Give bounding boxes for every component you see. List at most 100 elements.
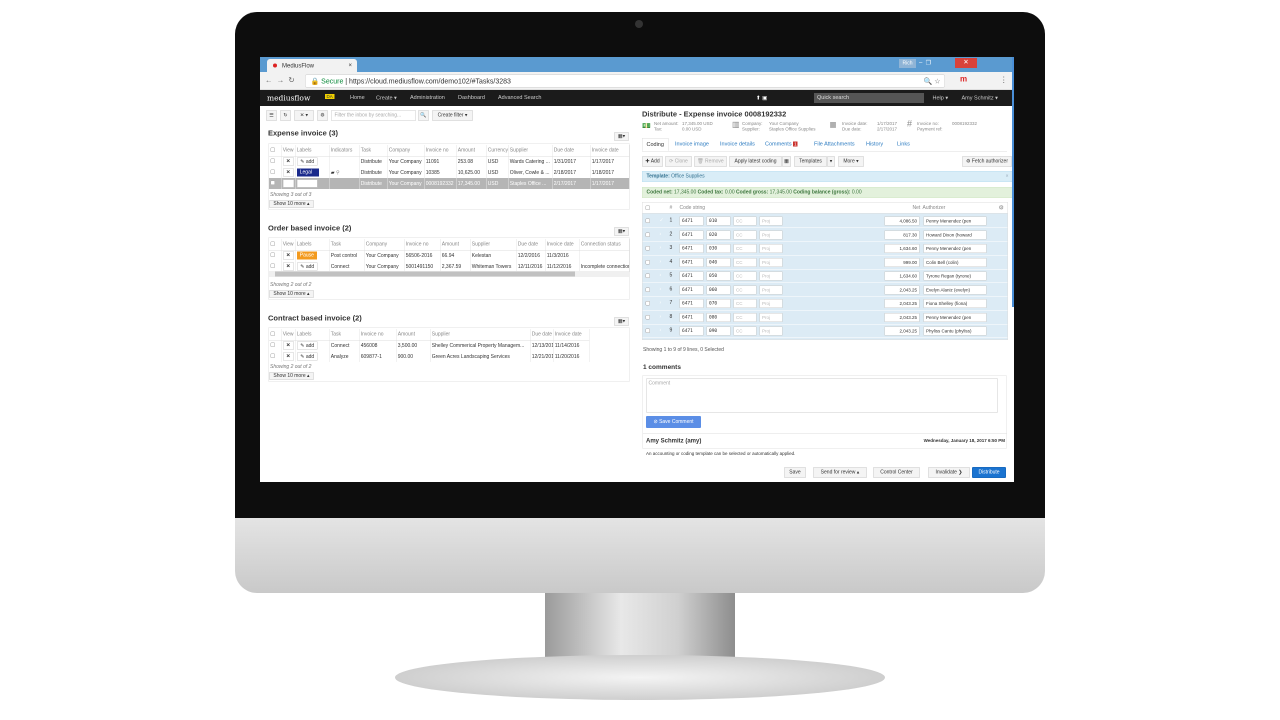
more-button[interactable]: More ▾ — [838, 156, 864, 167]
nav-create[interactable]: Create ▾ — [376, 95, 397, 101]
control-center-button[interactable]: Control Center — [873, 467, 920, 478]
table-row[interactable]: ✕ ✎ add Connect 456008 3,500.00 Shelley Comme… — [269, 340, 590, 351]
line-checkbox[interactable] — [645, 314, 650, 320]
line-checkbox[interactable] — [645, 287, 650, 292]
column-header[interactable]: Company — [364, 239, 405, 251]
nav-home[interactable]: Home — [350, 94, 365, 101]
label-pause[interactable]: Pause — [296, 251, 317, 260]
column-header[interactable]: Amount — [396, 329, 431, 341]
account-input[interactable]: 6471 — [679, 326, 704, 336]
line-checkbox[interactable] — [645, 232, 650, 237]
cc-input[interactable]: CC — [733, 285, 757, 295]
coding-line[interactable]: › 6 6471 060 CC Proj 2,043.25 Evelyn Ala… — [642, 283, 1008, 297]
back-forward-reload-icons[interactable]: ← → ↻ — [265, 76, 295, 85]
add-label-button[interactable]: ✎ add — [296, 179, 318, 188]
column-header[interactable]: Invoice date — [553, 329, 590, 341]
table-row[interactable]: ✕ ✎ add Distribute Your Company 11091 253.08 U… — [269, 156, 630, 167]
quick-search-input[interactable]: Quick search — [814, 93, 924, 103]
line-checkbox[interactable] — [645, 328, 650, 333]
row-checkbox[interactable] — [270, 353, 275, 358]
horizontal-scrollbar[interactable] — [269, 271, 629, 277]
column-header[interactable]: Amount — [440, 239, 471, 251]
expand-icon[interactable]: › — [659, 258, 662, 265]
tab-links[interactable]: Links — [897, 141, 910, 147]
column-header[interactable]: Company — [387, 145, 425, 157]
view-icon[interactable]: ✕ — [282, 179, 294, 188]
net-input[interactable]: 4,086.50 — [884, 216, 920, 226]
column-header[interactable]: Due date — [516, 239, 546, 251]
column-header[interactable]: Supplier — [508, 145, 553, 157]
proj-input[interactable]: Proj — [759, 312, 783, 322]
net-input[interactable]: 1,634.60 — [884, 271, 920, 281]
subaccount-input[interactable]: 090 — [706, 326, 731, 336]
authorizer-input[interactable]: Tyrone Regan (tyrone) — [923, 271, 987, 281]
tab-invoice-image[interactable]: Invoice image — [675, 141, 709, 147]
coding-line[interactable]: › 7 6471 070 CC Proj 2,043.25 Fiona Shel… — [642, 297, 1008, 311]
expand-icon[interactable]: › — [659, 300, 662, 306]
templates-button[interactable]: Templates — [794, 156, 827, 167]
fetch-authorizer-button[interactable]: ⚙ Fetch authorizer — [962, 156, 1012, 167]
net-input[interactable]: 2,043.25 — [884, 285, 920, 295]
authorizer-input[interactable]: Howard Dixon (howard — [923, 230, 987, 240]
net-input[interactable]: 2,043.25 — [884, 299, 920, 308]
order-show-more[interactable]: Show 10 more ▴ — [269, 290, 314, 298]
subaccount-input[interactable]: 070 — [706, 299, 731, 308]
account-input[interactable]: 6471 — [679, 285, 704, 295]
view-icon[interactable]: ✕ — [282, 262, 294, 271]
window-close-icon[interactable]: ✕ — [955, 58, 977, 68]
column-header[interactable]: Currency — [486, 145, 509, 157]
view-icon[interactable]: ✕ — [282, 341, 294, 350]
refresh-button[interactable]: ↻ — [280, 110, 291, 121]
add-label-button[interactable]: ✎ add — [296, 262, 318, 271]
invalidate-button[interactable]: Invalidate ❯ — [928, 467, 970, 478]
proj-input[interactable]: Proj — [759, 216, 783, 226]
gear-icon[interactable]: ⚙ — [998, 204, 1004, 211]
tab-coding[interactable]: Coding — [642, 138, 669, 151]
coding-line[interactable]: › 2 6471 020 CC Proj 817.30 Howard Dixon… — [642, 228, 1008, 242]
column-header[interactable]: Invoice no — [359, 329, 397, 341]
column-picker-button[interactable]: ▦▾ — [614, 227, 629, 236]
settings-button[interactable]: ⚙ — [317, 110, 328, 121]
proj-input[interactable]: Proj — [759, 299, 783, 308]
column-header[interactable]: Supplier — [430, 329, 531, 341]
nav-dashboard[interactable]: Dashboard — [458, 94, 485, 101]
page-scrollbar[interactable] — [1006, 57, 1014, 482]
expand-icon[interactable]: › — [659, 245, 662, 251]
column-header[interactable]: Due date — [530, 329, 554, 341]
close-tab-icon[interactable]: × — [348, 61, 352, 69]
select-all-checkbox[interactable] — [270, 331, 275, 336]
notification-icons[interactable]: ⬆ ▣ — [756, 95, 768, 101]
select-all-checkbox[interactable] — [645, 205, 650, 210]
check-icon[interactable]: ✓ — [659, 217, 664, 224]
net-input[interactable]: 817.30 — [884, 230, 920, 240]
clone-button[interactable]: ⟳ Clone — [665, 156, 692, 167]
proj-input[interactable]: Proj — [759, 257, 783, 267]
row-checkbox[interactable] — [270, 263, 275, 268]
net-input[interactable]: 1,634.60 — [884, 244, 920, 253]
line-checkbox[interactable] — [645, 273, 650, 278]
column-header[interactable]: Amount — [456, 145, 487, 157]
cc-input[interactable]: CC — [733, 271, 757, 281]
nav-administration[interactable]: Administration — [410, 94, 445, 101]
account-input[interactable]: 6471 — [679, 230, 704, 240]
add-label-button[interactable]: ✎ add — [296, 352, 318, 361]
line-checkbox[interactable] — [645, 246, 650, 251]
add-label-button[interactable]: ✎ add — [296, 341, 318, 350]
tab-invoice-details[interactable]: Invoice details — [720, 141, 755, 147]
expand-icon[interactable]: › — [659, 272, 662, 279]
cc-input[interactable]: CC — [733, 230, 757, 240]
menu-icon[interactable]: ⋮ — [1000, 75, 1008, 85]
label-legal[interactable]: Legal — [296, 168, 319, 177]
coding-line[interactable]: › 4 6471 040 CC Proj 999.00 Colin Bell (… — [642, 256, 1008, 270]
authorizer-input[interactable]: Penny Menendez (pen — [923, 244, 987, 253]
column-header[interactable]: Due date — [552, 145, 591, 157]
row-checkbox[interactable] — [270, 252, 275, 258]
subaccount-input[interactable]: 080 — [706, 312, 731, 322]
account-input[interactable]: 6471 — [679, 257, 704, 267]
subaccount-input[interactable]: 040 — [706, 257, 731, 267]
column-header[interactable]: Task — [359, 145, 388, 157]
coding-line[interactable]: › 5 6471 050 CC Proj 1,634.60 Tyrone Reg… — [642, 270, 1008, 283]
proj-input[interactable]: Proj — [759, 326, 783, 336]
subaccount-input[interactable]: 010 — [706, 216, 731, 226]
table-row[interactable]: ✕ ✎ add Connect Your Company 5001491150 2,367… — [269, 261, 630, 272]
